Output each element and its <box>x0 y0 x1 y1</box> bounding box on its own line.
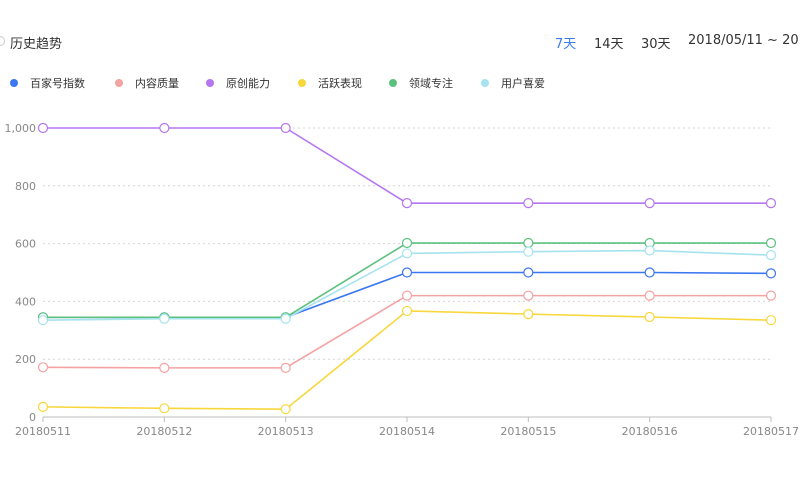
range-14d-button[interactable]: 14天 <box>594 37 624 52</box>
data-point <box>280 313 291 324</box>
data-point <box>644 311 655 323</box>
data-point <box>37 401 49 412</box>
data-point <box>765 268 777 279</box>
data-point <box>280 362 291 373</box>
x-tick-label: 20180512 <box>136 425 192 438</box>
y-tick-label: 0 <box>29 411 36 424</box>
y-tick-label: 600 <box>15 238 36 251</box>
legend-swatch-icon <box>481 79 489 87</box>
y-tick-label: 400 <box>15 295 36 308</box>
data-point <box>159 362 170 373</box>
legend-label: 内容质量 <box>135 77 179 90</box>
data-point <box>765 290 777 301</box>
data-point <box>401 290 413 301</box>
legend-swatch-icon <box>298 79 306 87</box>
legend-label: 百家号指数 <box>30 77 85 90</box>
data-point <box>401 198 413 209</box>
legend-swatch-icon <box>389 79 397 87</box>
legend-label: 用户喜爱 <box>501 77 545 90</box>
data-point <box>765 250 777 261</box>
data-point <box>523 309 534 320</box>
data-point <box>644 245 655 256</box>
legend-label: 领域专注 <box>409 77 453 90</box>
y-tick-label: 200 <box>15 353 36 366</box>
data-point <box>644 290 655 301</box>
legend-item[interactable]: 用户喜爱 <box>481 75 545 91</box>
x-tick-label: 20180514 <box>379 425 435 438</box>
data-point <box>401 237 413 249</box>
legend-swatch-icon <box>206 79 214 87</box>
y-tick-label: 1,000 <box>5 122 37 135</box>
x-tick-label: 20180513 <box>258 425 314 438</box>
data-point <box>765 315 777 326</box>
data-point <box>644 267 655 278</box>
data-point <box>765 237 777 249</box>
data-point <box>280 404 291 415</box>
data-point <box>523 290 534 301</box>
legend-label: 活跃表现 <box>318 77 362 90</box>
legend-item[interactable]: 百家号指数 <box>10 75 85 91</box>
range-30d-button[interactable]: 30天 <box>641 37 671 52</box>
data-point <box>280 122 291 134</box>
legend-item[interactable]: 活跃表现 <box>298 75 362 91</box>
data-point <box>523 267 534 278</box>
legend-item[interactable]: 领域专注 <box>389 75 453 91</box>
data-point <box>644 198 655 209</box>
x-tick-label: 20180511 <box>15 425 71 438</box>
x-tick-label: 20180515 <box>500 425 556 438</box>
legend-item[interactable]: 内容质量 <box>115 75 179 91</box>
legend-label: 原创能力 <box>226 77 270 90</box>
data-point <box>159 122 170 134</box>
data-point <box>37 122 49 134</box>
y-tick-label: 800 <box>15 180 36 193</box>
x-tick-label: 20180516 <box>622 425 678 438</box>
chart-header: 历史趋势 7天 14天 30天 2018/05/11 ~ 2018 <box>0 0 800 60</box>
data-point <box>37 362 49 373</box>
series-line <box>43 127 771 204</box>
data-point <box>159 313 170 324</box>
x-tick-label: 20180517 <box>743 425 799 438</box>
legend-swatch-icon <box>115 79 123 87</box>
series-line <box>42 310 772 410</box>
data-point <box>523 246 534 257</box>
range-7d-button[interactable]: 7天 <box>555 37 577 52</box>
data-point <box>523 198 534 209</box>
data-point <box>159 403 170 414</box>
legend-swatch-icon <box>10 79 18 87</box>
chart-title: 历史趋势 <box>10 37 63 52</box>
chart-legend: 百家号指数 内容质量 原创能力 活跃表现 领域专注 用户喜爱 <box>0 75 800 93</box>
date-range-text[interactable]: 2018/05/11 ~ 2018 <box>688 33 800 48</box>
data-point <box>37 315 49 326</box>
data-point <box>401 267 413 278</box>
data-point <box>765 198 777 209</box>
data-point <box>401 248 413 259</box>
legend-item[interactable]: 原创能力 <box>206 75 270 91</box>
data-point <box>401 305 413 317</box>
data-point <box>523 237 534 249</box>
